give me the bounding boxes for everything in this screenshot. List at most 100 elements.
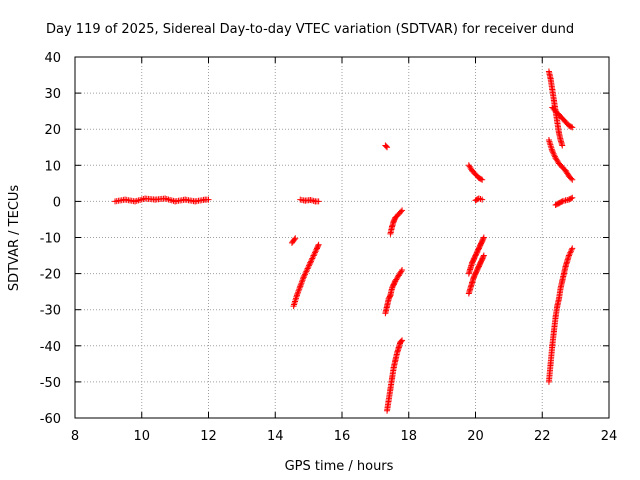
data-point: [550, 150, 557, 157]
data-point: [303, 268, 310, 275]
y-tick-label: -30: [40, 304, 61, 319]
data-point: [480, 235, 487, 242]
grid: [75, 57, 609, 418]
series-arc-8: [384, 337, 406, 414]
series-arc-1: [112, 195, 212, 205]
data-point: [569, 194, 576, 201]
data-point: [386, 293, 393, 300]
data-point: [307, 258, 314, 265]
data-point: [311, 249, 318, 256]
series-arc-6: [387, 207, 406, 237]
data-point: [305, 262, 312, 269]
data-point: [549, 147, 556, 154]
data-point: [291, 236, 298, 243]
data-point: [567, 248, 574, 255]
data-point: [205, 196, 212, 203]
data-point: [397, 208, 404, 215]
axis-ticks: 8 10 12 14 16 18 20 22 24 40 30 20 10 0 -10 -20 -30 -40 -5…: [40, 51, 618, 444]
data-point: [308, 256, 315, 263]
data-point: [399, 207, 406, 214]
data-point: [479, 176, 486, 183]
x-tick-label: 8: [71, 429, 79, 444]
data-point: [398, 268, 405, 275]
data-points: [112, 68, 576, 414]
data-point: [569, 176, 576, 183]
y-tick-label: 40: [44, 51, 61, 66]
data-point: [304, 265, 311, 272]
data-point: [559, 142, 566, 149]
data-point: [311, 251, 318, 258]
chart-title: Day 119 of 2025, Sidereal Day-to-day VTE…: [46, 22, 574, 37]
series-arc-5: [382, 142, 391, 151]
y-tick-label: 20: [44, 123, 61, 138]
data-point: [565, 252, 572, 259]
data-point: [312, 248, 319, 255]
y-tick-label: -40: [40, 340, 61, 355]
data-point: [549, 149, 556, 156]
data-point: [302, 269, 309, 276]
data-point: [480, 252, 487, 259]
data-point: [310, 252, 317, 259]
data-point: [568, 175, 575, 182]
data-point: [301, 272, 308, 279]
data-point: [480, 234, 487, 241]
data-point: [305, 264, 312, 271]
data-point: [303, 266, 310, 273]
data-point: [568, 195, 575, 202]
y-tick-label: -20: [40, 268, 61, 283]
y-tick-label: 10: [44, 159, 61, 174]
data-point: [315, 198, 322, 205]
x-tick-label: 14: [267, 429, 284, 444]
series-arc-2: [288, 235, 299, 246]
x-tick-label: 24: [601, 429, 618, 444]
series-arc-7: [382, 266, 406, 317]
data-point: [391, 279, 398, 286]
x-tick-label: 10: [133, 429, 150, 444]
y-tick-label: -60: [40, 412, 61, 427]
data-point: [315, 242, 322, 249]
data-point: [306, 261, 313, 268]
data-point: [568, 246, 575, 253]
data-point: [309, 253, 316, 260]
data-point: [399, 337, 406, 344]
x-tick-label: 20: [467, 429, 484, 444]
data-point: [313, 246, 320, 253]
data-point: [384, 144, 391, 151]
data-point: [478, 176, 485, 183]
series-arc-12: [465, 252, 487, 297]
data-point: [309, 255, 316, 262]
data-point: [398, 338, 405, 345]
data-point: [569, 124, 576, 131]
data-point: [383, 143, 390, 150]
series-arc-3: [290, 241, 322, 310]
y-tick-label: -50: [40, 376, 61, 391]
data-point: [558, 199, 565, 206]
y-tick-label: -10: [40, 232, 61, 247]
series-arc-9: [465, 162, 486, 183]
series-arc-4: [297, 196, 322, 205]
data-point: [569, 245, 576, 252]
data-point: [568, 123, 575, 130]
y-tick-label: 0: [53, 195, 61, 210]
x-axis-label: GPS time / hours: [285, 459, 394, 474]
y-axis-label: SDTVAR / TECUs: [7, 185, 22, 292]
series-arc-11: [465, 234, 487, 277]
x-tick-label: 12: [200, 429, 217, 444]
data-point: [307, 259, 314, 266]
data-point: [551, 152, 558, 159]
y-tick-label: 30: [44, 87, 61, 102]
data-point: [292, 235, 299, 242]
series-arc-17: [545, 245, 576, 385]
data-point: [315, 241, 322, 248]
series-arc-14: [549, 104, 576, 131]
data-point: [479, 196, 486, 203]
data-point: [567, 249, 574, 256]
data-point: [300, 274, 307, 281]
series-arc-15: [545, 137, 576, 183]
plot-frame: [74, 56, 610, 419]
data-point: [399, 266, 406, 273]
data-point: [301, 271, 308, 278]
x-tick-label: 18: [400, 429, 417, 444]
x-tick-label: 16: [334, 429, 351, 444]
